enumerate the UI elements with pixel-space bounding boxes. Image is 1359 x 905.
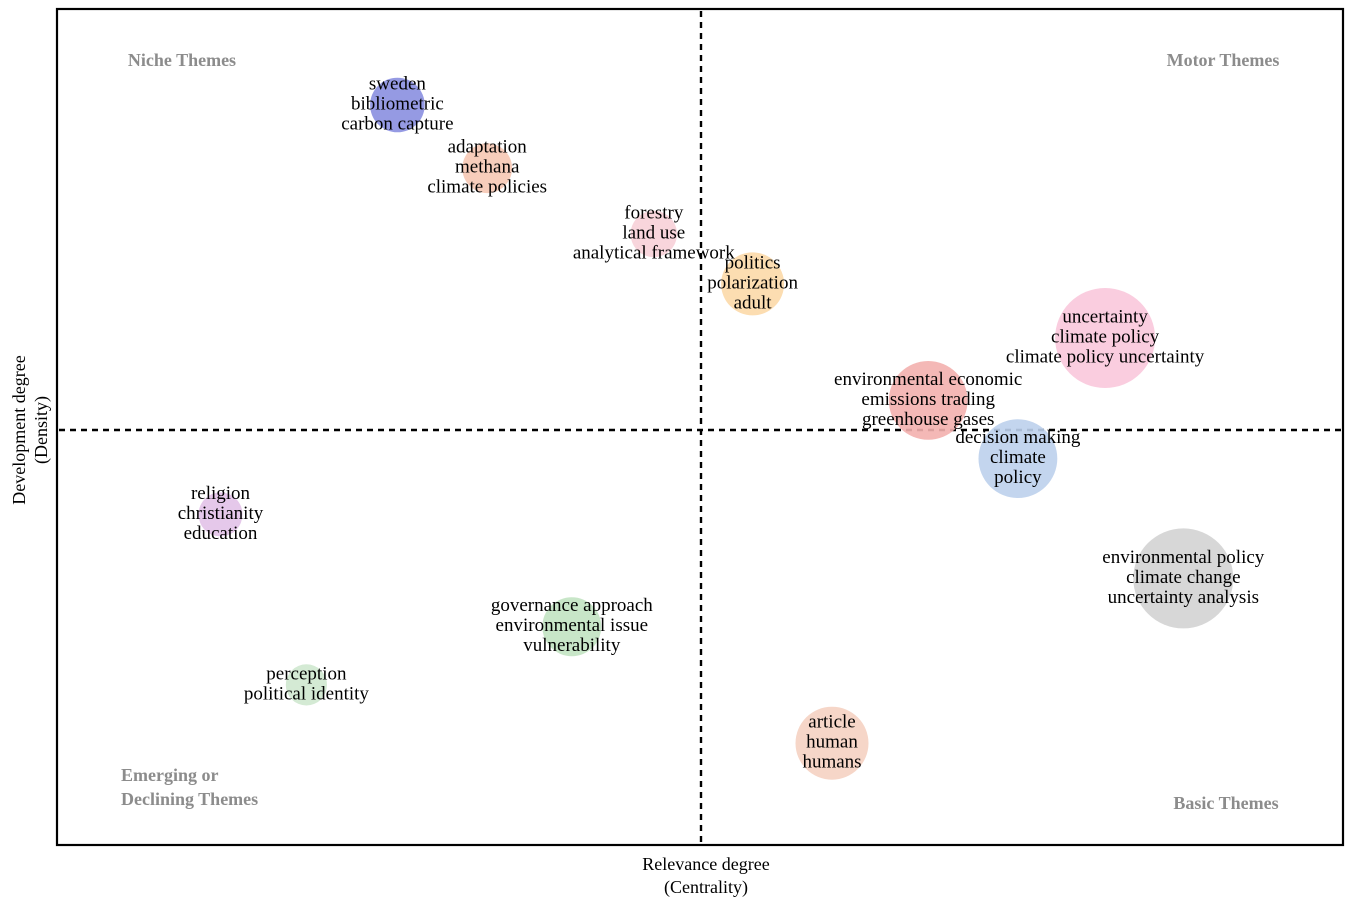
- cluster-label-3-0: politics: [725, 252, 781, 273]
- cluster-label-2-2: analytical framework: [573, 242, 735, 263]
- cluster-bubble-3: [721, 252, 785, 316]
- cluster-label-11-1: human: [806, 732, 858, 753]
- cluster-label-6-0: decision making: [955, 427, 1081, 448]
- cluster-label-3-1: polarization: [707, 272, 798, 293]
- cluster-label-5-1: emissions trading: [861, 389, 995, 410]
- cluster-label-8-1: christianity: [178, 503, 264, 524]
- cluster-label-7-1: climate change: [1126, 567, 1240, 588]
- cluster-label-7-2: uncertainty analysis: [1108, 587, 1259, 608]
- cluster-label-0-0: sweden: [369, 73, 426, 94]
- cluster-label-9-0: governance approach: [491, 595, 653, 616]
- cluster-bubbles: [198, 77, 1234, 780]
- quadrant-label-emerging-line2: Declining Themes: [121, 789, 258, 809]
- plot-frame: [55, 7, 1345, 847]
- cluster-bubble-5: [888, 361, 968, 440]
- cluster-label-1-2: climate policies: [427, 177, 547, 198]
- cluster-label-8-2: education: [184, 523, 258, 544]
- cluster-bubble-1: [462, 143, 513, 194]
- cluster-bubble-8: [198, 492, 243, 537]
- quadrant-label-niche: Niche Themes: [128, 50, 236, 70]
- quadrant-label-basic: Basic Themes: [1173, 793, 1278, 813]
- cluster-label-5-0: environmental economic: [834, 369, 1022, 390]
- cluster-label-10-0: perception: [266, 663, 347, 684]
- cluster-label-3-2: adult: [734, 292, 773, 313]
- cluster-bubble-7: [1133, 528, 1234, 629]
- cluster-label-6-1: climate: [990, 447, 1046, 468]
- cluster-label-9-1: environmental issue: [496, 615, 649, 636]
- cluster-bubble-4: [1055, 288, 1156, 388]
- cluster-label-2-0: forestry: [624, 202, 684, 223]
- y-axis-title-line1: Development degree: [9, 355, 29, 504]
- cluster-label-5-2: greenhouse gases: [862, 409, 994, 430]
- cluster-label-4-0: uncertainty: [1062, 306, 1148, 327]
- cluster-label-0-2: carbon capture: [341, 113, 453, 134]
- quadrant-label-emerging-line1: Emerging or: [121, 765, 218, 785]
- cluster-label-8-0: religion: [191, 483, 251, 504]
- cluster-label-0-1: bibliometric: [351, 93, 444, 114]
- cluster-label-9-2: vulnerability: [523, 635, 621, 656]
- cluster-bubble-0: [370, 77, 425, 133]
- cluster-bubble-11: [795, 706, 869, 780]
- cluster-label-11-2: humans: [802, 752, 861, 773]
- x-axis-title-line1: Relevance degree: [642, 854, 769, 874]
- cluster-label-1-0: adaptation: [448, 137, 528, 158]
- cluster-label-10-1: political identity: [244, 683, 370, 704]
- cluster-label-11-0: article: [808, 712, 855, 733]
- quadrant-label-motor: Motor Themes: [1167, 50, 1280, 70]
- cluster-bubble-10: [285, 664, 327, 706]
- cluster-bubble-6: [978, 419, 1058, 498]
- cluster-bubble-2: [630, 210, 677, 258]
- cluster-bubble-9: [542, 597, 602, 657]
- cluster-label-4-2: climate policy uncertainty: [1006, 346, 1205, 367]
- cluster-label-7-0: environmental policy: [1102, 547, 1264, 568]
- y-axis-title-line2: (Density): [31, 396, 52, 464]
- cluster-label-6-2: policy: [994, 467, 1042, 488]
- cluster-label-2-1: land use: [622, 222, 685, 243]
- cluster-label-1-1: methana: [455, 157, 520, 178]
- cluster-label-4-1: climate policy: [1051, 326, 1160, 347]
- x-axis-title-line2: (Centrality): [664, 877, 748, 898]
